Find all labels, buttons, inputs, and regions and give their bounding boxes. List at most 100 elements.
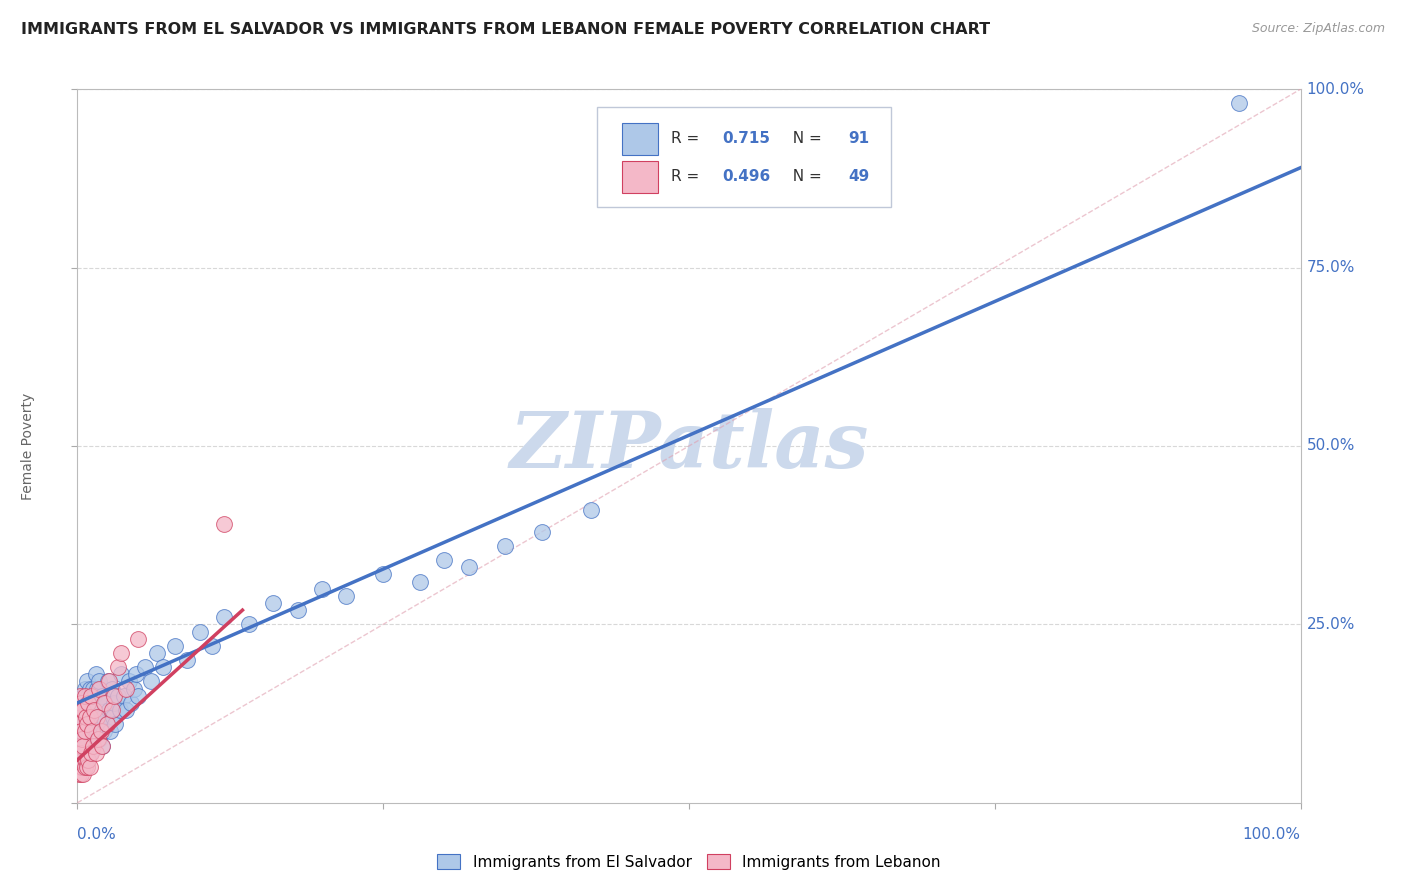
Point [70,746,93,760]
Point [79,760,101,774]
Point [146,646,169,660]
Point [73,681,96,696]
Point [108,703,131,717]
Point [1229,96,1251,111]
Point [118,674,141,689]
Point [70,696,93,710]
Text: 91: 91 [848,131,869,146]
Point [93,724,115,739]
Point [70,746,93,760]
Point [84,746,107,760]
Point [212,610,235,624]
Point [75,724,97,739]
Point [212,517,235,532]
Point [311,582,333,596]
Point [76,674,98,689]
Point [90,724,112,739]
Point [96,717,118,731]
Point [70,696,93,710]
Point [287,603,309,617]
Point [69,760,91,774]
Point [67,724,90,739]
Point [335,589,357,603]
Text: IMMIGRANTS FROM EL SALVADOR VS IMMIGRANTS FROM LEBANON FEMALE POVERTY CORRELATIO: IMMIGRANTS FROM EL SALVADOR VS IMMIGRANT… [21,22,990,37]
Point [120,696,142,710]
Point [72,710,94,724]
Point [72,767,94,781]
Point [495,539,517,553]
Point [75,753,97,767]
Point [72,731,94,746]
Point [82,739,104,753]
Point [70,724,93,739]
Text: 75.0%: 75.0% [1306,260,1355,275]
Point [70,760,93,774]
Point [73,760,96,774]
Point [531,524,554,539]
Point [87,731,110,746]
Point [69,689,91,703]
Point [86,724,108,739]
Point [98,674,121,689]
Point [76,710,98,724]
Point [89,731,111,746]
Text: ZIPatlas: ZIPatlas [509,408,869,484]
Point [73,717,96,731]
Point [107,660,129,674]
Point [73,689,96,703]
Point [90,739,112,753]
Point [75,746,97,760]
Point [122,681,145,696]
Point [70,767,93,781]
Text: 0.496: 0.496 [721,169,770,184]
Point [188,624,211,639]
Point [125,667,148,681]
Point [101,710,124,724]
Point [90,717,112,731]
Point [83,689,105,703]
Point [134,660,156,674]
Point [165,639,187,653]
Point [91,710,114,724]
Point [80,703,103,717]
Point [76,717,98,731]
Point [70,703,93,717]
Point [69,739,91,753]
Point [97,674,120,689]
Point [112,689,135,703]
FancyBboxPatch shape [621,123,658,155]
Point [89,674,111,689]
Point [127,689,149,703]
Point [73,739,96,753]
Point [75,696,97,710]
Point [98,724,121,739]
Point [86,681,108,696]
Point [176,653,198,667]
Text: 100.0%: 100.0% [1243,827,1301,841]
Point [70,760,93,774]
Point [80,696,103,710]
Point [82,681,104,696]
Point [90,689,112,703]
Point [77,731,100,746]
Text: R =: R = [671,169,704,184]
Point [107,689,129,703]
Point [262,596,284,610]
Point [79,710,101,724]
Point [76,739,98,753]
Point [72,739,94,753]
Point [89,681,111,696]
Point [77,753,100,767]
Point [75,710,97,724]
Point [80,739,103,753]
Point [69,710,91,724]
Point [409,574,432,589]
Point [72,689,94,703]
Point [94,696,117,710]
Point [115,681,138,696]
Point [77,696,100,710]
Point [110,646,132,660]
Text: 0.0%: 0.0% [77,827,117,841]
Point [457,560,479,574]
Point [73,724,96,739]
